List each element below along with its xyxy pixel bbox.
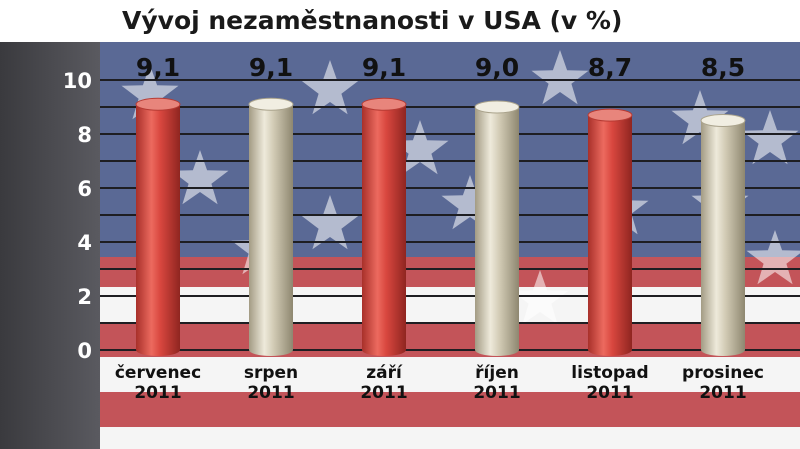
chart-title: Vývoj nezaměstnanosti v USA (v %): [122, 6, 622, 35]
value-labels: 9,1 9,1 9,1 9,0 8,7 8,5: [136, 53, 745, 82]
bar: [248, 97, 294, 356]
flag-star: [441, 175, 499, 230]
x-tick-label: srpen: [244, 363, 298, 383]
bar-body: [475, 107, 519, 356]
title-band: [0, 0, 800, 42]
bar: [474, 100, 520, 356]
bar: [135, 97, 181, 356]
flag-star: [301, 195, 359, 250]
value-label: 9,1: [362, 53, 406, 82]
value-label: 9,0: [475, 53, 519, 82]
bar-body: [136, 104, 180, 356]
x-tick-label: září: [366, 363, 403, 383]
flag-wash: [100, 42, 800, 449]
x-tick-label-year: 2011: [699, 383, 746, 403]
y-axis-tick-labels: 0 2 4 6 8 10: [63, 69, 92, 363]
flag-stripe: [0, 427, 800, 449]
y-tick-label: 4: [77, 231, 92, 255]
flag-star: [121, 65, 179, 120]
bar-body: [701, 120, 745, 356]
bars: [135, 97, 746, 356]
x-tick-label: listopad: [571, 363, 648, 383]
bar: [587, 108, 633, 356]
bar-top: [474, 100, 520, 114]
gridlines: [100, 79, 800, 351]
bar-top: [135, 97, 181, 111]
left-panel: [0, 0, 100, 449]
bar: [361, 97, 407, 356]
value-label: 8,5: [701, 53, 745, 82]
flag-stripe: [0, 392, 800, 427]
x-tick-label-year: 2011: [586, 383, 633, 403]
bar-top: [361, 97, 407, 111]
flag-star: [741, 110, 799, 165]
bar-top: [700, 114, 746, 127]
flag-star: [391, 120, 449, 175]
flag-star: [671, 90, 729, 145]
x-tick-label-year: 2011: [360, 383, 407, 403]
bar-body: [588, 115, 632, 356]
bar-body: [362, 104, 406, 356]
flag-star: [531, 50, 589, 105]
y-tick-label: 8: [77, 123, 92, 147]
x-axis-labels: červenec2011srpen2011září2011říjen2011li…: [115, 363, 764, 403]
y-tick-label: 10: [63, 69, 92, 93]
bar-top: [248, 97, 294, 111]
value-label: 9,1: [136, 53, 180, 82]
bar-top: [587, 108, 633, 122]
x-tick-label-year: 2011: [134, 383, 181, 403]
flag-star: [511, 270, 569, 325]
flag-stripe: [0, 357, 800, 392]
flag-star: [301, 60, 359, 115]
bar-body: [249, 104, 293, 356]
flag-star: [746, 230, 800, 285]
bar: [700, 114, 746, 356]
x-tick-label-year: 2011: [247, 383, 294, 403]
x-tick-label: říjen: [475, 363, 519, 383]
x-tick-label: červenec: [115, 363, 201, 383]
y-tick-label: 2: [77, 285, 92, 309]
x-tick-label: prosinec: [682, 363, 764, 383]
value-label: 9,1: [249, 53, 293, 82]
y-tick-label: 0: [77, 339, 92, 363]
x-tick-label-year: 2011: [473, 383, 520, 403]
flag-star: [171, 150, 229, 205]
y-tick-label: 6: [77, 177, 92, 201]
value-label: 8,7: [588, 53, 632, 82]
